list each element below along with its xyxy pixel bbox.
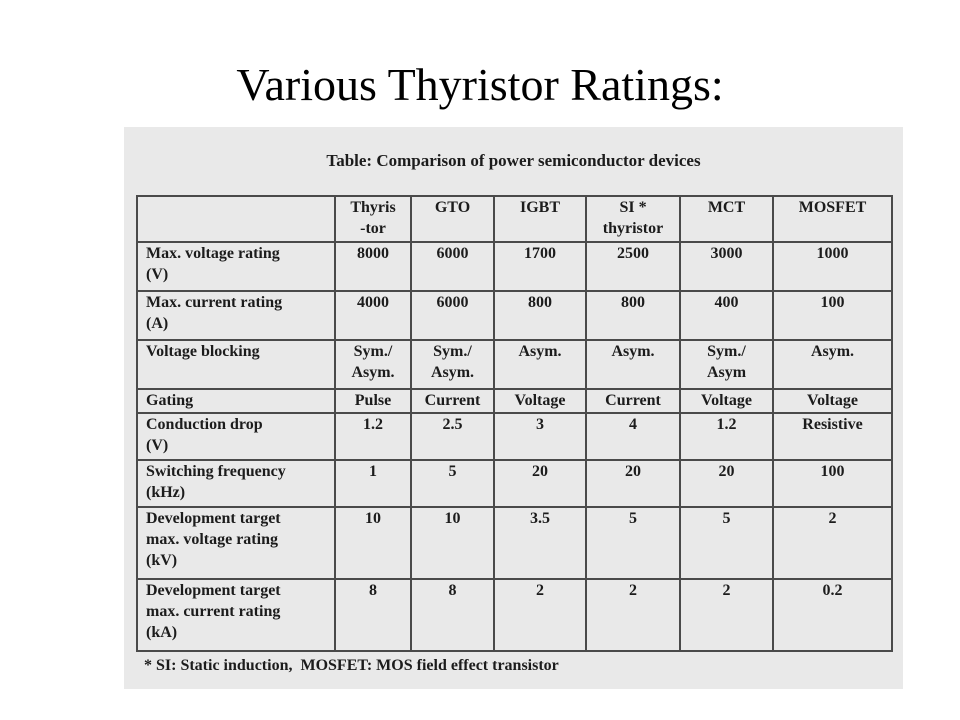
table-cell: 1000: [772, 241, 893, 292]
table-cell: 4: [585, 412, 681, 461]
table-cell: 5: [585, 506, 681, 580]
table-row: Development target max. current rating (…: [136, 578, 893, 652]
column-header-igbt: IGBT: [493, 195, 587, 243]
table-header-row: Thyris -tor GTO IGBT SI * thyristor MCT …: [136, 195, 893, 243]
table-cell: 8000: [334, 241, 412, 292]
comparison-table: Thyris -tor GTO IGBT SI * thyristor MCT …: [136, 195, 893, 652]
table-cell: 1.2: [334, 412, 412, 461]
row-label: Switching frequency (kHz): [136, 459, 336, 508]
table-cell: 10: [334, 506, 412, 580]
table-cell: 100: [772, 459, 893, 508]
table-cell: Sym./ Asym.: [410, 339, 495, 390]
table-cell: 2: [772, 506, 893, 580]
table-row: Voltage blocking Sym./ Asym. Sym./ Asym.…: [136, 339, 893, 390]
column-header-si-thyristor: SI * thyristor: [585, 195, 681, 243]
table-cell: 20: [679, 459, 774, 508]
table-row: Development target max. voltage rating (…: [136, 506, 893, 580]
table-cell: 2: [585, 578, 681, 652]
column-header-mosfet: MOSFET: [772, 195, 893, 243]
table-cell: 800: [493, 290, 587, 341]
table-row: Gating Pulse Current Voltage Current Vol…: [136, 388, 893, 414]
table-cell: 2: [493, 578, 587, 652]
table-caption: Table: Comparison of power semiconductor…: [326, 151, 701, 170]
table-row: Max. current rating (A) 4000 6000 800 80…: [136, 290, 893, 341]
table-cell: 3.5: [493, 506, 587, 580]
table-cell: 2500: [585, 241, 681, 292]
table-cell: 1: [334, 459, 412, 508]
slide-title: Various Thyristor Ratings:: [236, 59, 724, 110]
table-cell: 5: [410, 459, 495, 508]
table-cell: 6000: [410, 241, 495, 292]
table-cell: 6000: [410, 290, 495, 341]
table-cell: Asym.: [585, 339, 681, 390]
table-row: Max. voltage rating (V) 8000 6000 1700 2…: [136, 241, 893, 292]
row-label: Max. voltage rating (V): [136, 241, 336, 292]
table-cell: 3000: [679, 241, 774, 292]
table-cell: 4000: [334, 290, 412, 341]
column-header-gto: GTO: [410, 195, 495, 243]
row-label: Development target max. voltage rating (…: [136, 506, 336, 580]
table-cell: Current: [585, 388, 681, 414]
table-cell: Voltage: [679, 388, 774, 414]
column-header-mct: MCT: [679, 195, 774, 243]
table-cell: 2.5: [410, 412, 495, 461]
table-cell: 1.2: [679, 412, 774, 461]
table-cell: Resistive: [772, 412, 893, 461]
column-header: [136, 195, 336, 243]
table-cell: 8: [334, 578, 412, 652]
table-cell: 0.2: [772, 578, 893, 652]
table-cell: Asym.: [493, 339, 587, 390]
table-cell: 800: [585, 290, 681, 341]
comparison-table-image: Table: Comparison of power semiconductor…: [124, 127, 903, 689]
table-cell: Voltage: [772, 388, 893, 414]
table-row: Switching frequency (kHz) 1 5 20 20 20 1…: [136, 459, 893, 508]
table-cell: Voltage: [493, 388, 587, 414]
row-label: Gating: [136, 388, 336, 414]
table-cell: 8: [410, 578, 495, 652]
row-label: Max. current rating (A): [136, 290, 336, 341]
table-row: Conduction drop (V) 1.2 2.5 3 4 1.2 Resi…: [136, 412, 893, 461]
table-cell: Sym./ Asym.: [334, 339, 412, 390]
table-cell: Current: [410, 388, 495, 414]
table-cell: Asym.: [772, 339, 893, 390]
table-cell: 10: [410, 506, 495, 580]
table-cell: Pulse: [334, 388, 412, 414]
row-label: Conduction drop (V): [136, 412, 336, 461]
row-label: Voltage blocking: [136, 339, 336, 390]
table-cell: 20: [493, 459, 587, 508]
table-cell: 1700: [493, 241, 587, 292]
table-footnote: * SI: Static induction, MOSFET: MOS fiel…: [144, 657, 559, 674]
table-cell: 2: [679, 578, 774, 652]
row-label: Development target max. current rating (…: [136, 578, 336, 652]
table-cell: 100: [772, 290, 893, 341]
table-cell: Sym./ Asym: [679, 339, 774, 390]
column-header-thyristor: Thyris -tor: [334, 195, 412, 243]
table-cell: 400: [679, 290, 774, 341]
table-cell: 5: [679, 506, 774, 580]
table-cell: 3: [493, 412, 587, 461]
table-cell: 20: [585, 459, 681, 508]
